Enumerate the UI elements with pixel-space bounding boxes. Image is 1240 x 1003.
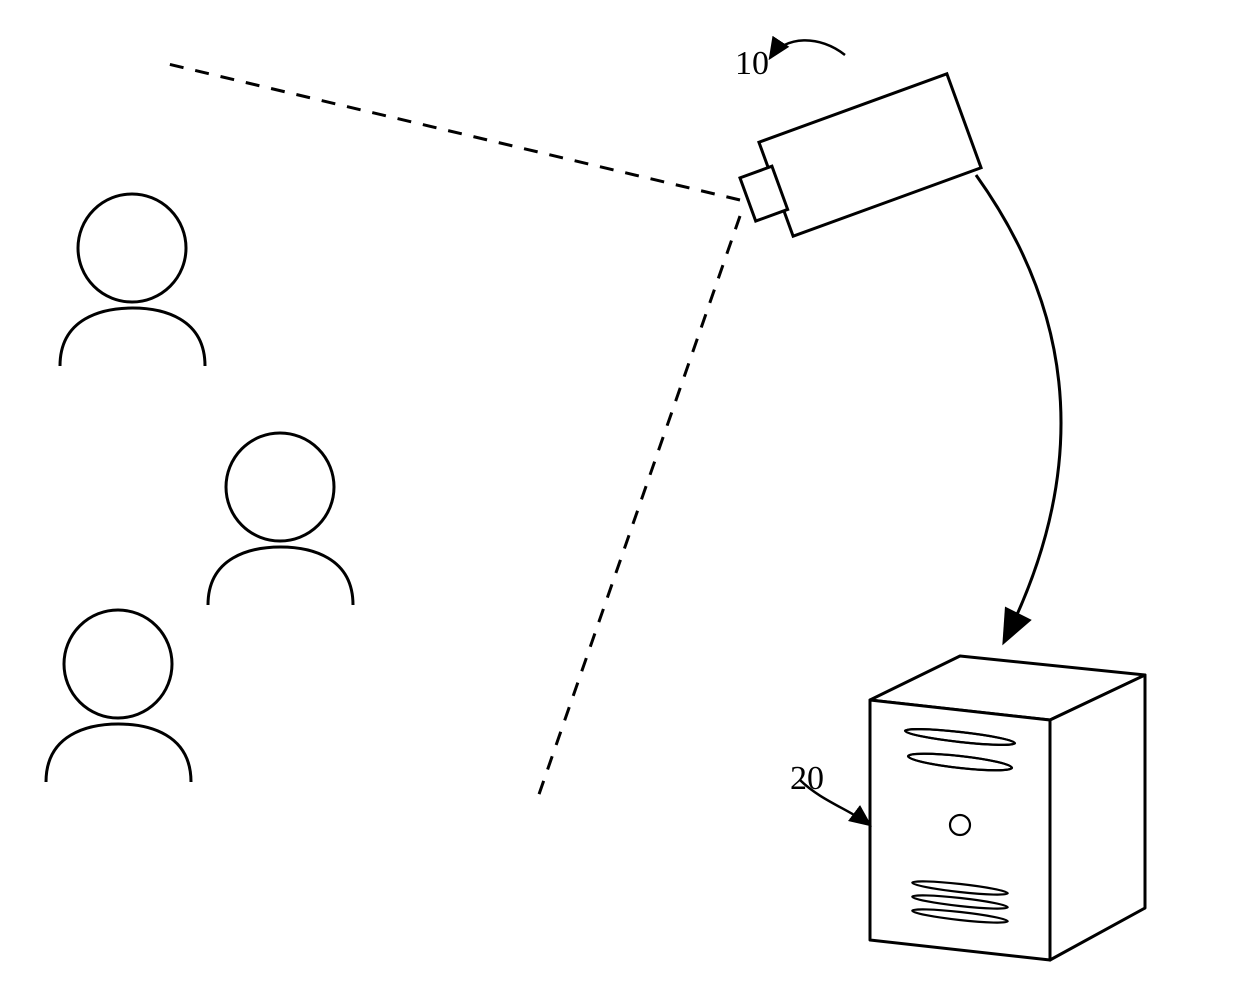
computer-label: 20 [790,760,824,798]
diagram-svg [0,0,1240,998]
camera-label: 10 [735,45,769,83]
system-diagram: 10 20 [0,0,1240,998]
